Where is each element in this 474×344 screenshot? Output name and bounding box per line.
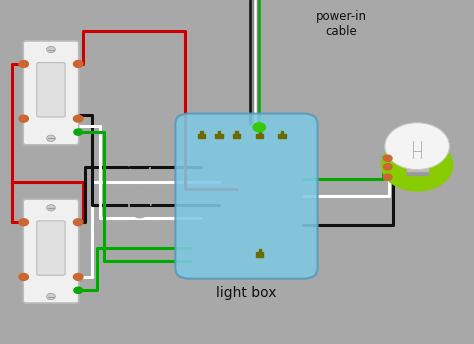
Bar — [278, 134, 286, 138]
Circle shape — [383, 174, 392, 180]
Bar — [258, 130, 261, 134]
Bar — [233, 134, 240, 138]
Circle shape — [385, 123, 449, 170]
Bar — [407, 166, 428, 171]
Circle shape — [73, 61, 83, 67]
Circle shape — [19, 219, 28, 226]
Circle shape — [383, 155, 392, 161]
FancyBboxPatch shape — [37, 221, 65, 275]
Circle shape — [74, 129, 82, 135]
Circle shape — [383, 164, 392, 170]
Bar — [200, 130, 203, 134]
Bar — [407, 162, 428, 166]
Bar — [218, 130, 220, 134]
Bar — [407, 171, 428, 175]
FancyBboxPatch shape — [23, 199, 79, 303]
Circle shape — [382, 139, 453, 191]
Circle shape — [73, 273, 83, 280]
Circle shape — [73, 219, 83, 226]
Text: light box: light box — [216, 286, 277, 300]
Bar — [281, 130, 283, 134]
Bar — [198, 134, 205, 138]
Circle shape — [19, 61, 28, 67]
Circle shape — [73, 115, 83, 122]
Text: power-in
cable: power-in cable — [316, 10, 367, 38]
Bar — [407, 152, 428, 156]
Circle shape — [74, 287, 82, 293]
Circle shape — [19, 273, 28, 280]
FancyBboxPatch shape — [175, 114, 318, 279]
FancyBboxPatch shape — [37, 63, 65, 117]
Circle shape — [19, 115, 28, 122]
Bar — [258, 249, 261, 252]
Bar — [215, 134, 223, 138]
Circle shape — [46, 46, 55, 53]
Circle shape — [253, 123, 265, 132]
Bar — [256, 252, 264, 257]
Bar — [235, 130, 238, 134]
Circle shape — [46, 293, 55, 300]
FancyBboxPatch shape — [23, 41, 79, 145]
Bar — [407, 157, 428, 161]
Circle shape — [46, 135, 55, 141]
Circle shape — [46, 205, 55, 211]
Bar — [256, 134, 264, 138]
